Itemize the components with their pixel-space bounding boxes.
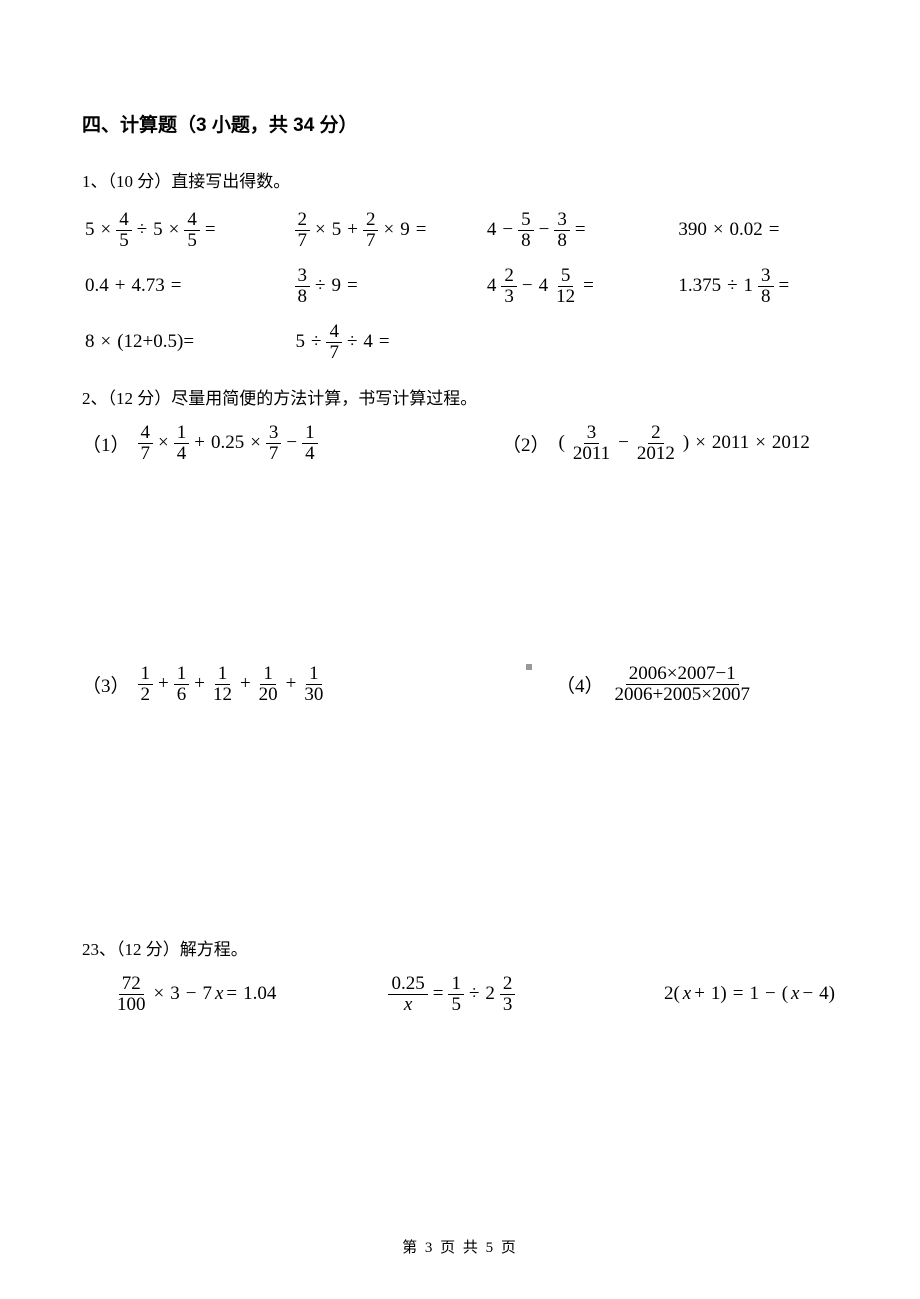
calc-cell: 27×5+27×9=: [293, 206, 484, 254]
item-label: （2）: [502, 430, 550, 457]
footer-suffix: 页: [495, 1240, 518, 1256]
footer-total: 5: [486, 1240, 496, 1256]
calc-row: 8×(12+0.5)=5÷47÷4=: [82, 318, 838, 366]
exam-page: 四、计算题（3 小题，共 34 分） 1、（10 分）直接写出得数。 5×45÷…: [0, 0, 920, 1299]
problem-3-row: 72100×3−7x=1.04 0.25x=15÷223 2(x+1)=1−(x…: [82, 974, 838, 1015]
item-label: （4）: [556, 671, 604, 698]
problem-2-row-1: （1）47×14+0.25×37−14 （2）(32011−22012)×201…: [82, 423, 838, 464]
section-title: 四、计算题（3 小题，共 34 分）: [82, 110, 838, 137]
item-label: （1）: [82, 430, 130, 457]
calc-cell: 4−58−38=: [484, 206, 675, 254]
problem-1-grid: 5×45÷5×45=27×5+27×9=4−58−38=390×0.02= 0.4…: [82, 206, 838, 366]
problem-2-item-1: （1）47×14+0.25×37−14: [82, 423, 502, 464]
problem-3-header: 23、（12 分）解方程。: [82, 935, 838, 960]
problem-2-item-2: （2）(32011−22012)×2011×2012: [502, 423, 813, 464]
problem-2-header: 2、（12 分）尽量用简便的方法计算，书写计算过程。: [82, 384, 838, 409]
footer-mid: 页 共: [434, 1240, 485, 1256]
calc-cell: [484, 318, 675, 366]
problem-2-row-2: （3）12+16+112+120+130 （4）2006×2007−12006+…: [82, 664, 838, 705]
calc-cell: 390×0.02=: [675, 206, 838, 254]
calc-cell: [675, 318, 838, 366]
calc-cell: 1.375÷138=: [675, 262, 838, 310]
item-label: （3）: [82, 671, 130, 698]
problem-1-header: 1、（10 分）直接写出得数。: [82, 167, 838, 192]
calc-row: 0.4+4.73=38÷9=423−4512=1.375÷138=: [82, 262, 838, 310]
page-footer: 第 3 页 共 5 页: [0, 1236, 920, 1257]
equation-1: 72100×3−7x=1.04: [82, 974, 386, 1015]
equation-2: 0.25x=15÷223: [386, 974, 660, 1015]
marker-dot: [526, 664, 532, 670]
calc-cell: 423−4512=: [484, 262, 675, 310]
equation-3: 2(x+1)=1−(x−4): [661, 983, 838, 1005]
footer-current: 3: [425, 1240, 435, 1256]
calc-cell: 8×(12+0.5)=: [82, 318, 293, 366]
calc-row: 5×45÷5×45=27×5+27×9=4−58−38=390×0.02=: [82, 206, 838, 254]
calc-cell: 0.4+4.73=: [82, 262, 293, 310]
problem-2-item-3: （3）12+16+112+120+130: [82, 664, 502, 705]
calc-cell: 5×45÷5×45=: [82, 206, 293, 254]
calc-cell: 5÷47÷4=: [293, 318, 484, 366]
calc-cell: 38÷9=: [293, 262, 484, 310]
problem-2-item-4: （4）2006×2007−12006+2005×2007: [556, 664, 755, 705]
footer-prefix: 第: [402, 1240, 425, 1256]
